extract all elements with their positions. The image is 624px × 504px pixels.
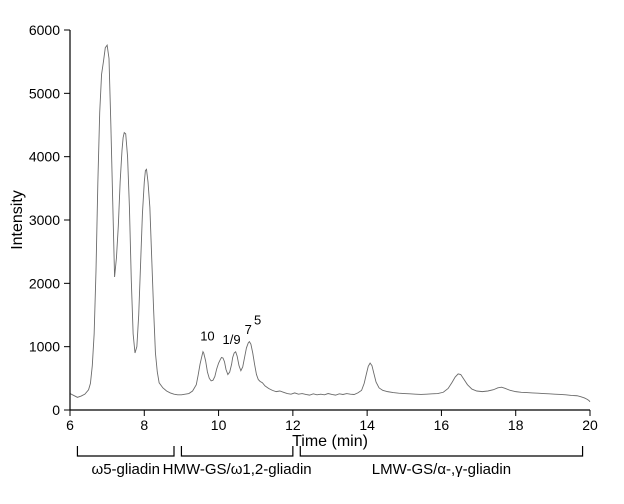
chromatogram-chart: 6 8 10 12 14 16 18 20 0 1000 2000 3000 4000 5000 6000 T… bbox=[0, 0, 624, 504]
peak-annotation: 1/9 bbox=[223, 332, 241, 347]
y-tick-label: 2000 bbox=[29, 275, 60, 291]
peak-annotation: 7 bbox=[245, 322, 252, 337]
region-label: ω5-gliadin bbox=[92, 461, 160, 478]
y-tick-label: 3000 bbox=[29, 212, 60, 228]
x-axis-label: Time (min) bbox=[292, 433, 368, 450]
x-tick-label: 20 bbox=[582, 417, 598, 433]
peak-annotation: 5 bbox=[254, 313, 261, 328]
y-tick-label: 4000 bbox=[29, 149, 60, 165]
x-tick-label: 12 bbox=[285, 417, 301, 433]
peak-annotation: 10 bbox=[200, 328, 214, 343]
x-tick-label: 14 bbox=[359, 417, 375, 433]
x-tick-label: 8 bbox=[140, 417, 148, 433]
region-label: HMW-GS/ω1,2-gliadin bbox=[163, 461, 312, 478]
y-tick-label: 5000 bbox=[29, 85, 60, 101]
y-tick-label: 0 bbox=[52, 402, 60, 418]
y-axis-label: Intensity bbox=[9, 190, 26, 250]
y-tick-label: 1000 bbox=[29, 339, 60, 355]
x-tick-label: 10 bbox=[211, 417, 227, 433]
x-tick-label: 6 bbox=[66, 417, 74, 433]
y-tick-label: 6000 bbox=[29, 22, 60, 38]
x-tick-label: 18 bbox=[508, 417, 524, 433]
region-label: LMW-GS/α-,γ-gliadin bbox=[372, 461, 511, 478]
x-tick-label: 16 bbox=[434, 417, 450, 433]
